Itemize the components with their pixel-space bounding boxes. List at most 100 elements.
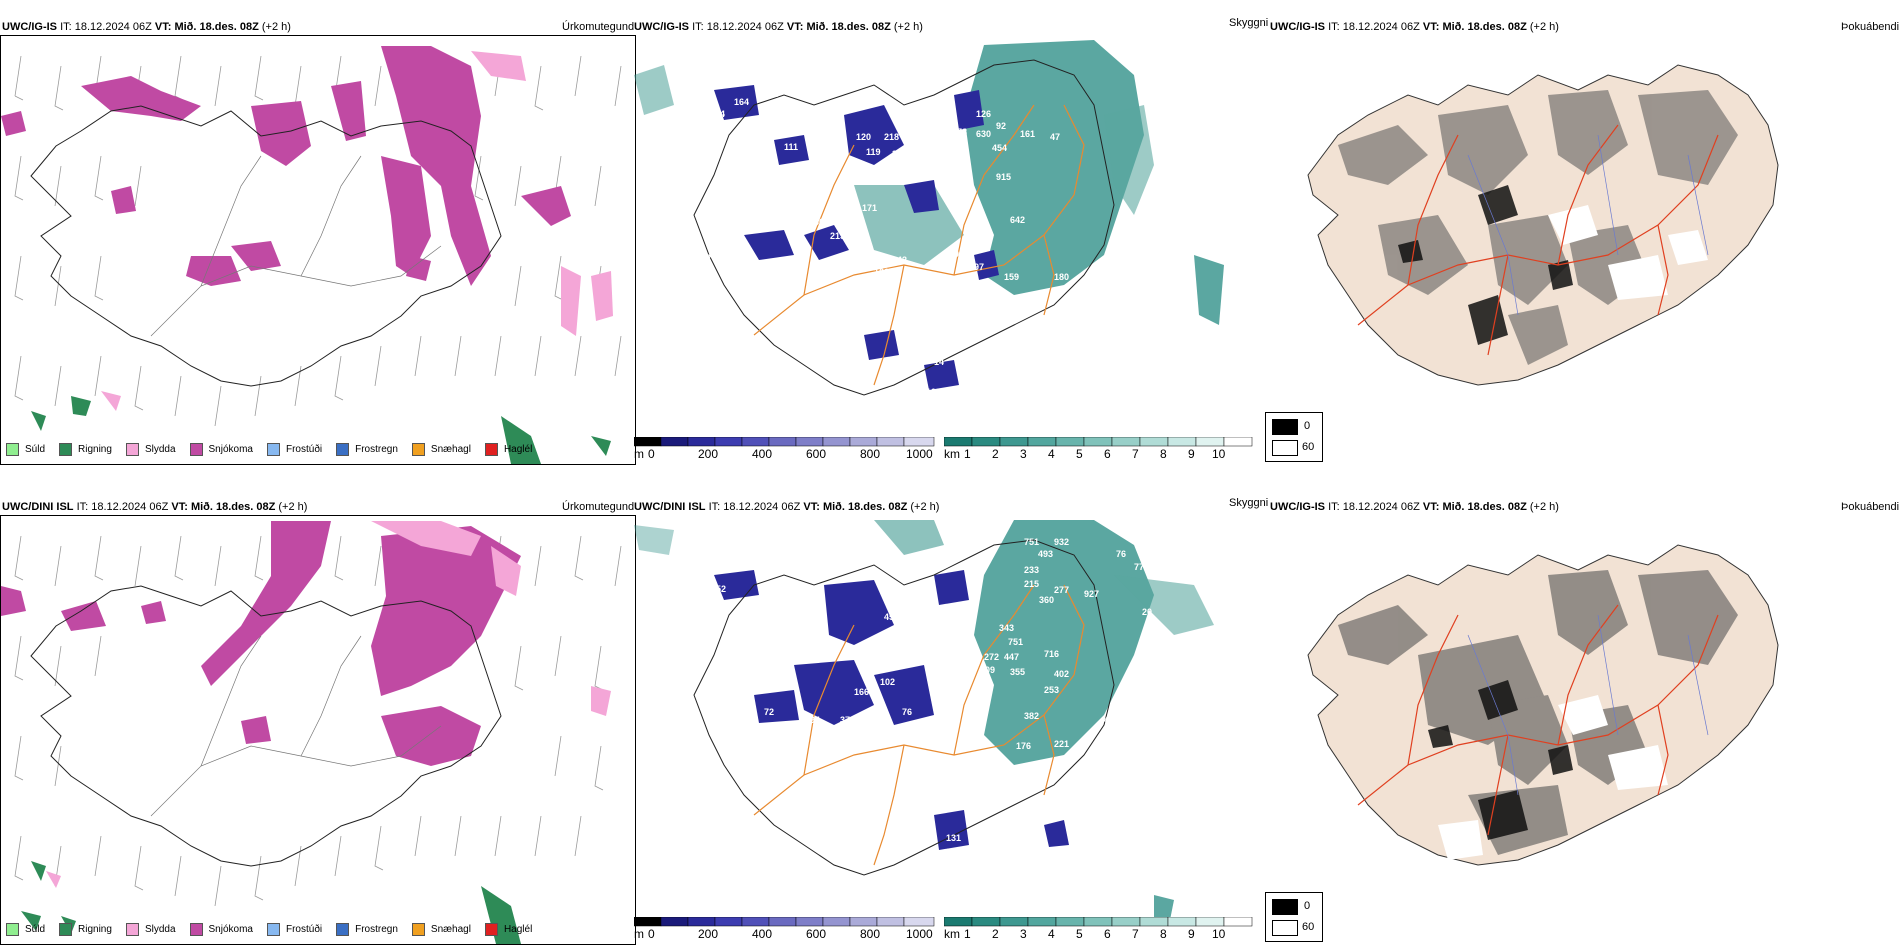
fog-key-bottom: 60 [1302,441,1315,453]
colorbar-tick: 5 [1076,927,1083,941]
map-label: 382 [1024,711,1039,721]
vt-value: Mið. 18.des. 08Z [190,501,276,513]
colorbar-unit: m [634,927,644,941]
model-name: UWC/IG-IS [1270,501,1325,513]
map-label: 245 [896,115,911,125]
map-label: 100 [926,387,941,397]
map-label: 915 [996,172,1011,182]
colorbar-tick: 600 [806,927,827,941]
map-label: 98 [794,739,804,749]
roads [150,635,442,817]
snow-areas [1,46,571,286]
colorbar-tick: 5 [1076,447,1083,461]
roads [753,584,1085,866]
panel-title: Skyggni [1229,17,1269,29]
model-name: UWC/DINI ISL [634,501,706,513]
map-label: 120 [856,132,871,142]
cloud-map: 751 932 493 76 77 22 233 215 277 360 927… [634,515,1270,925]
fog-clear [1438,695,1668,860]
map-label: 186 [809,217,824,227]
wind-barbs [14,55,622,427]
map-label: 72 [844,177,854,187]
colorbar-tick: 2 [992,447,999,461]
map-label: 164 [734,97,749,107]
colorbar-tick: 600 [806,447,827,461]
fog-map [1268,515,1900,925]
map-label: 253 [1044,685,1059,695]
legend-item: Snæhagl [411,923,471,936]
map-label: 872 [906,45,921,55]
it-value: 18.12.2024 06Z [723,501,801,513]
map-label: 45 [884,612,894,622]
colorbar-tick: 7 [1132,927,1139,941]
map-label: 14 [934,357,944,367]
map-label: 47 [1050,132,1060,142]
map-label: 233 [1024,565,1039,575]
colorbar-tick: 10 [1212,927,1226,941]
model-name: UWC/IG-IS [1270,21,1325,33]
colorbar-tick: 8 [1160,447,1167,461]
map-label: 44 [1104,715,1114,725]
legend-item: Frostregn [336,923,398,936]
precip-map [0,515,636,945]
colorbar-tick: 6 [1104,447,1111,461]
it-label: IT: [708,501,721,513]
panel-header: UWC/IG-IS IT: 18.12.2024 06Z VT: Mið. 18… [1270,21,1559,33]
map-label: 176 [1016,741,1031,751]
legend-item: Haglél [484,443,532,456]
rain-areas [31,396,611,464]
map-label: 678 [952,127,967,137]
map-label: 932 [1054,537,1069,547]
legend-item: Snjókoma [189,443,253,456]
map-label: 372 [840,715,855,725]
colorbar-unit: km [944,927,960,941]
colorbar-unit: km [944,447,960,461]
panel-header: UWC/IG-IS IT: 18.12.2024 06Z VT: Mið. 18… [634,21,923,33]
map-label: 166 [874,267,889,277]
colorbar-tick: 10 [1212,447,1226,461]
fog-map-svg [1307,64,1779,386]
snow-areas [1,521,521,766]
map-label: 102 [880,677,895,687]
cloud-map: 872 164 125 294 111 120 245 218 126 630 … [634,35,1270,445]
lowcloud-areas [714,570,1069,850]
map-label: 12 [922,272,932,282]
model-name: UWC/IG-IS [634,21,689,33]
precip-panel-1: UWC/IG-IS IT: 18.12.2024 06Z VT: Mið. 18… [0,15,636,465]
iceland-outline [30,585,502,867]
visibility-bar-svg [944,437,1253,447]
cloud-map-svg: 872 164 125 294 111 120 245 218 126 630 … [634,40,1224,407]
colorbar-tick: 6 [1104,927,1111,941]
map-label: 38 [892,149,902,159]
map-label: 76 [1116,549,1126,559]
map-label: 454 [992,143,1007,153]
model-name: UWC/IG-IS [2,21,57,33]
colorbar-tick: 7 [1132,447,1139,461]
precip-map [0,35,636,465]
vt-value: Mið. 18.des. 08Z [174,21,259,33]
map-label: 215 [830,231,845,241]
map-label: 215 [1024,579,1039,589]
map-label: 927 [1084,589,1099,599]
rivers [1467,134,1709,316]
it-label: IT: [692,21,704,33]
legend-item: Snæhagl [411,443,471,456]
map-label: 360 [1039,595,1054,605]
vt-label: VT: [786,21,804,33]
precip-map-svg [1,521,622,944]
map-label: 77 [1134,562,1144,572]
colorbar-tick: 800 [860,447,881,461]
it-value: 18.12.2024 06Z [706,21,784,33]
roads [150,155,442,337]
sleet-areas [101,51,613,411]
map-label: 218 [884,132,899,142]
legend-item: Rigning [59,923,112,936]
cloud-base-colorbar: m 0 200 400 600 800 1000 [634,917,936,943]
it-label: IT: [1328,21,1340,33]
cloud-base-bar-svg [634,917,935,927]
model-name: UWC/DINI ISL [2,501,74,513]
legend-item: Frostúði [266,443,322,456]
colorbar-tick: 4 [1048,927,1055,941]
map-label: 119 [866,147,881,157]
map-label: 447 [1004,652,1019,662]
